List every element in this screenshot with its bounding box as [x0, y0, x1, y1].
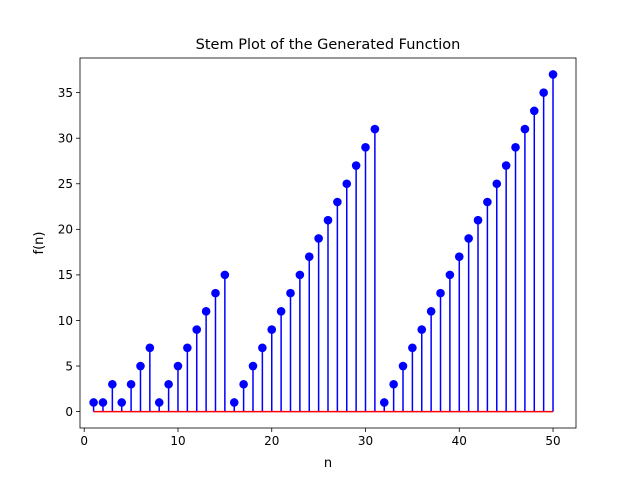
stem-marker — [192, 325, 202, 334]
stem-marker — [108, 379, 117, 389]
stem-marker — [117, 398, 127, 407]
stem-marker — [539, 88, 548, 97]
x-tick-label: 10 — [170, 434, 185, 448]
stem-marker — [333, 197, 342, 207]
stem-marker — [229, 398, 239, 407]
stem-marker — [379, 398, 389, 407]
stem-marker — [398, 361, 408, 371]
x-tick-label: 30 — [358, 434, 373, 448]
y-tick-label: 25 — [58, 177, 73, 191]
y-tick-label: 10 — [58, 314, 73, 328]
stem-marker — [342, 179, 352, 189]
x-tick-label: 40 — [452, 434, 467, 448]
stem-marker — [295, 270, 305, 280]
y-tick-label: 15 — [58, 268, 73, 282]
x-tick-label: 20 — [264, 434, 279, 448]
chart-title: Stem Plot of the Generated Function — [196, 37, 461, 53]
x-tick-label: 50 — [545, 434, 560, 448]
plot-frame — [79, 57, 577, 429]
stem-marker — [511, 143, 520, 152]
stem-marker — [286, 288, 295, 298]
stem-marker — [492, 179, 502, 189]
y-tick-label: 35 — [58, 86, 73, 100]
stem-marker — [126, 379, 136, 389]
stem-marker — [98, 398, 108, 407]
stem-marker — [370, 124, 380, 134]
stem-marker — [276, 307, 286, 316]
stem-marker — [520, 124, 530, 134]
stem-marker — [248, 361, 258, 371]
stem-marker — [323, 215, 333, 225]
stem-marker — [136, 361, 145, 371]
stem-marker — [417, 325, 427, 334]
stem-marker — [220, 270, 230, 280]
stems-group — [92, 74, 554, 412]
y-tick-label: 20 — [58, 223, 73, 237]
markers-group — [89, 70, 558, 407]
stem-marker — [314, 234, 323, 243]
stem-marker — [529, 106, 539, 116]
stem-marker — [89, 398, 98, 407]
stem-marker — [548, 70, 558, 79]
stem-marker — [501, 161, 511, 170]
stem-marker — [408, 343, 417, 353]
stem-marker — [258, 343, 267, 353]
stem-marker — [145, 343, 155, 353]
stem-marker — [361, 143, 370, 152]
stem-marker — [211, 288, 220, 298]
stem-marker — [201, 307, 211, 316]
stem-marker — [239, 379, 248, 389]
stem-marker — [173, 361, 183, 371]
stem-marker — [426, 307, 436, 316]
stem-marker — [473, 215, 483, 225]
y-tick-label: 5 — [65, 359, 73, 373]
stem-marker — [464, 234, 473, 243]
x-tick-label: 0 — [80, 434, 88, 448]
y-axis-label: f(n) — [32, 232, 47, 255]
y-axis-ticks: 0 5 10 15 20 25 30 35 — [58, 86, 80, 419]
y-tick-label: 0 — [65, 405, 73, 419]
stem-marker — [454, 252, 464, 261]
x-axis-label: n — [324, 456, 332, 471]
stem-marker — [436, 288, 445, 298]
stem-marker — [183, 343, 192, 353]
stem-marker — [154, 398, 164, 407]
x-axis-ticks: 0 10 20 30 40 50 — [80, 428, 561, 448]
stem-marker — [483, 197, 492, 207]
stem-marker — [445, 270, 455, 280]
stem-marker — [304, 252, 314, 261]
y-tick-label: 30 — [58, 131, 73, 145]
stem-marker — [164, 379, 173, 389]
stem-marker — [267, 325, 277, 334]
stem-marker — [351, 161, 361, 170]
stem-marker — [389, 379, 398, 389]
